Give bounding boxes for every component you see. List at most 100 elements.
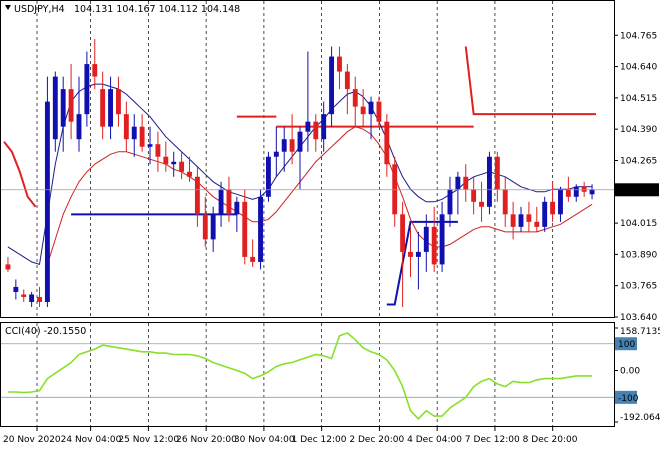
candle-body [265, 156, 271, 197]
time-tick-label: 30 Nov 04:00 [234, 435, 295, 445]
symbol-label: USDJPY,H4 [14, 4, 65, 15]
candle [92, 39, 98, 90]
candle-body [565, 189, 571, 197]
candle [581, 181, 587, 197]
time-tick-label: 7 Dec 12:00 [465, 435, 520, 445]
candle-body [210, 214, 216, 240]
candle-body [376, 101, 382, 122]
cci-level-label: -100 [618, 394, 639, 404]
candle [321, 101, 327, 152]
candle [139, 114, 145, 152]
price-tick-label: 104.390 [620, 125, 657, 135]
ohlc-label: 104.131 104.167 104.112 104.148 [74, 4, 240, 15]
candle-body [281, 139, 287, 152]
candle [558, 186, 563, 222]
candle [542, 196, 548, 232]
candle [297, 126, 303, 190]
candle-body [68, 89, 74, 122]
candle [305, 51, 311, 152]
candle [179, 151, 185, 180]
candle-body [344, 71, 350, 90]
candle [423, 214, 429, 272]
candle [376, 96, 382, 127]
candle [439, 201, 445, 272]
price-tick-label: 103.640 [620, 313, 657, 323]
candle-body [123, 114, 129, 140]
candle-body [163, 156, 169, 165]
candle-body [471, 189, 477, 202]
svg-text:104.148: 104.148 [618, 186, 655, 196]
candle-body [273, 151, 279, 157]
price-tick-label: 104.265 [620, 156, 657, 166]
candle [502, 176, 508, 227]
candle-body [305, 121, 311, 132]
candle [108, 76, 114, 140]
candle-body [116, 89, 121, 115]
candle-body [202, 214, 208, 240]
candle-body [486, 156, 492, 207]
candle-body [558, 189, 563, 215]
candle-body [581, 186, 587, 192]
candle-body [44, 101, 50, 302]
candle-body [502, 189, 508, 215]
candle-body [258, 196, 263, 262]
candle-body [526, 214, 532, 222]
candle-body [518, 214, 524, 227]
candle-body [415, 251, 421, 257]
candle-body [352, 89, 358, 107]
candle [400, 201, 406, 307]
candle [155, 131, 161, 172]
candle [68, 64, 74, 140]
candle [123, 101, 129, 152]
candle [52, 71, 58, 152]
candle-body [384, 121, 390, 165]
candle-body [510, 214, 516, 227]
time-tick-label: 1 Dec 12:00 [292, 435, 347, 445]
candle [226, 176, 232, 222]
level-line-segment [464, 46, 596, 116]
candle [526, 201, 532, 232]
candle [344, 64, 350, 115]
time-tick-label: 8 Dec 20:00 [523, 435, 578, 445]
candle [37, 286, 42, 307]
candle-body [463, 176, 469, 190]
candle-body [447, 189, 453, 215]
candle [210, 206, 216, 252]
candle-body [60, 89, 66, 127]
cci-panel [0, 322, 615, 427]
candle-body [242, 201, 248, 257]
candle-body [408, 251, 413, 257]
candle-body [21, 294, 27, 297]
current-price-label: 104.148 [615, 183, 659, 197]
candle-body [321, 114, 327, 140]
candle [265, 151, 271, 202]
cci-level-label-bg [615, 390, 637, 404]
candle [550, 181, 556, 222]
time-tick-label: 4 Dec 04:00 [407, 435, 462, 445]
candle-body [108, 89, 114, 127]
candle-body [13, 286, 19, 292]
candle [250, 239, 256, 267]
price-axis: 104.765 104.640 104.515 104.390 104.265 104.1… [614, 31, 657, 323]
candle-body [29, 294, 35, 302]
candle [273, 126, 279, 177]
time-tick-label: 25 Nov 12:00 [118, 435, 179, 445]
candle [360, 89, 366, 127]
candle-body [171, 161, 177, 165]
candle-body [289, 139, 295, 152]
candle-body [5, 264, 11, 270]
candle-body [337, 56, 342, 72]
candle-body [147, 144, 153, 147]
candle [337, 46, 342, 90]
candle-body [589, 189, 595, 195]
price-tick-label: 104.640 [620, 63, 657, 73]
cci-tick-label: 158.7135 [620, 327, 660, 337]
candle-body [392, 164, 398, 215]
candle [471, 176, 477, 215]
candle [589, 184, 595, 200]
candle [329, 46, 335, 127]
candle-body [37, 296, 42, 302]
candle-body [431, 226, 437, 265]
candle-body [139, 126, 145, 147]
